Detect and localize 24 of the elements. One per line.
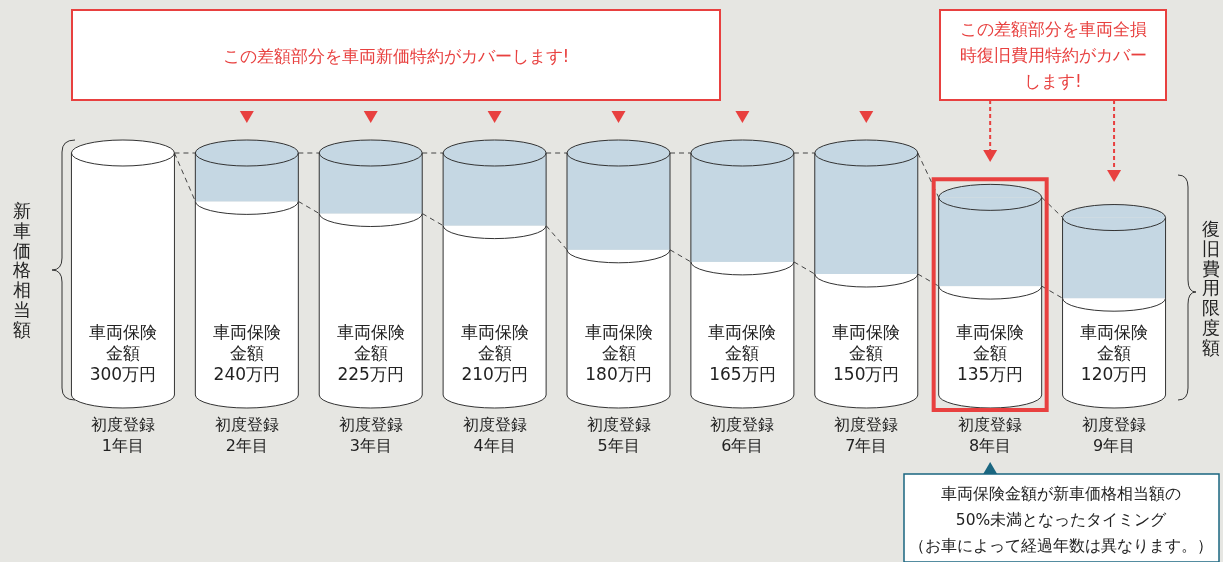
data-label: 車両保険金額240万円 [212, 322, 281, 384]
data-label: 車両保険金額210万円 [460, 322, 529, 384]
x-tick-label: 初度登録1年目 [90, 415, 155, 455]
x-tick-label: 初度登録9年目 [1082, 415, 1147, 455]
x-tick-label: 初度登録3年目 [338, 415, 403, 455]
data-label: 車両保険金額300万円 [88, 322, 157, 384]
text: 新車価格相当額 [12, 199, 31, 340]
text: この差額部分を車両全損時復旧費用特約がカバーします! [959, 19, 1147, 91]
data-label: 車両保険金額135万円 [956, 322, 1025, 384]
data-label: 車両保険金額150万円 [832, 322, 901, 384]
x-tick-label: 初度登録7年目 [834, 415, 899, 455]
x-tick-label: 初度登録8年目 [958, 415, 1023, 455]
text: 車両保険金額が新車価格相当額の50%未満となったタイミング [941, 485, 1181, 529]
x-tick-label: 初度登録6年目 [710, 415, 775, 455]
data-label: 車両保険金額180万円 [584, 322, 653, 384]
data-label: 車両保険金額120万円 [1080, 322, 1149, 384]
x-tick-label: 初度登録2年目 [214, 415, 279, 455]
text: （お車によって経過年数は異なります。） [909, 537, 1213, 555]
data-label: 車両保険金額165万円 [708, 322, 777, 384]
text: この差額部分を車両新価特約がカバーします! [222, 46, 570, 66]
text: 復旧費用限度額 [1202, 217, 1220, 358]
x-tick-label: 初度登録4年目 [462, 415, 527, 455]
data-label: 車両保険金額225万円 [336, 322, 405, 384]
x-tick-label: 初度登録5年目 [586, 415, 651, 455]
